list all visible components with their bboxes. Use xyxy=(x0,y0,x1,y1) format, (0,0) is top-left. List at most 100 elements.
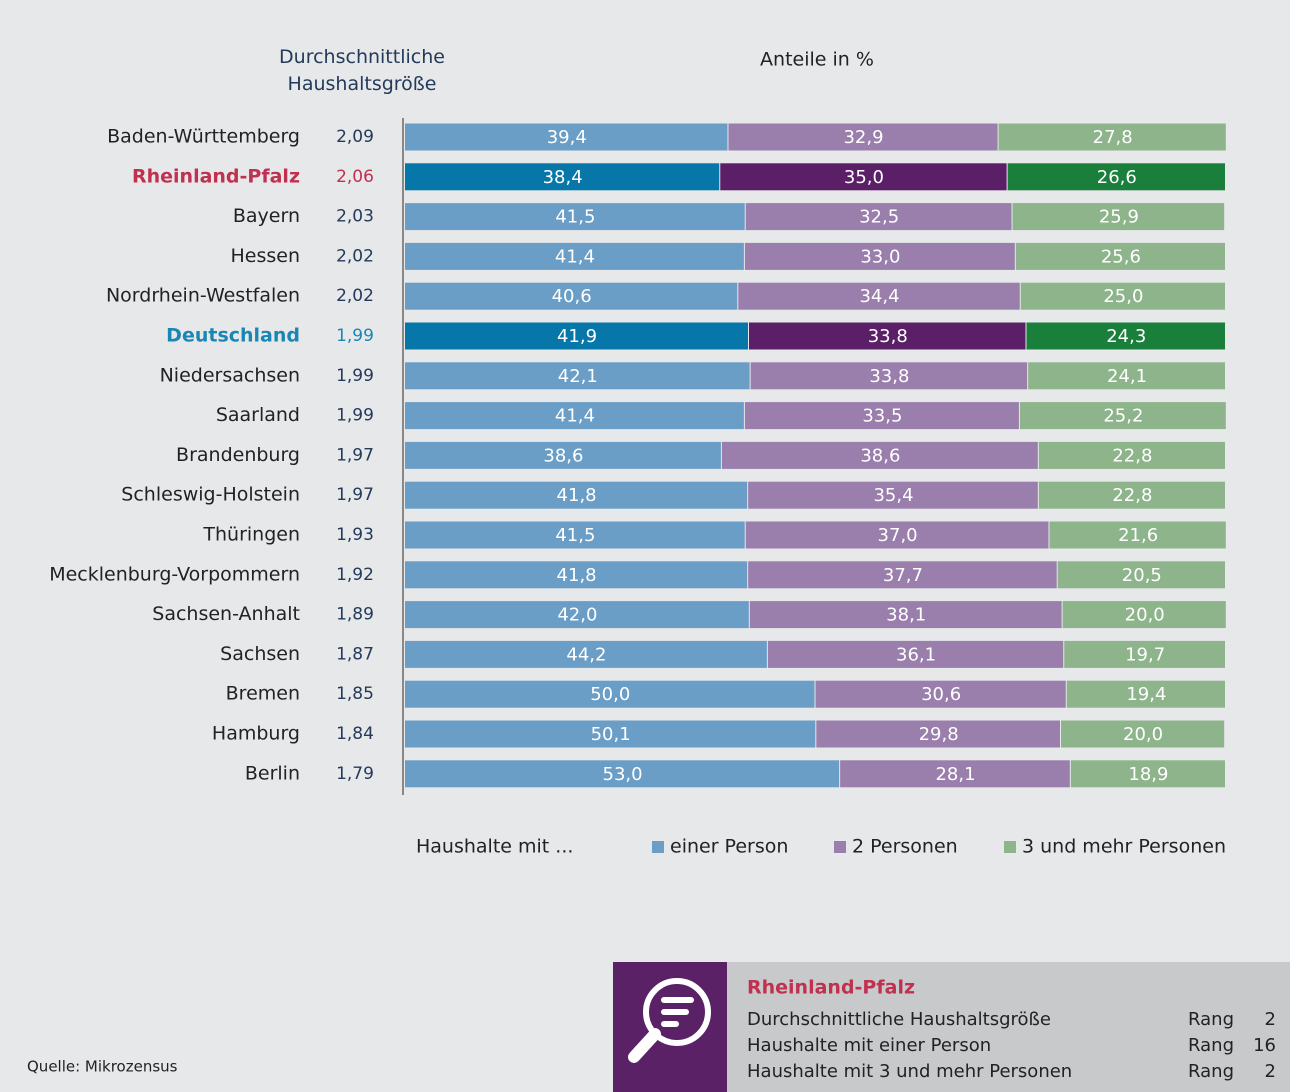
bar-value-label: 42,0 xyxy=(557,605,597,626)
bar-value-label: 33,5 xyxy=(862,406,902,427)
bar-value-label: 25,0 xyxy=(1103,286,1143,307)
bar-segment xyxy=(1057,561,1225,589)
household-size: 1,97 xyxy=(336,485,374,505)
bar-segment xyxy=(405,242,744,270)
info-rank: 2 xyxy=(1265,1009,1276,1030)
bar-value-label: 35,4 xyxy=(873,485,913,506)
bar-segment xyxy=(405,760,840,788)
bar-segment xyxy=(750,362,1028,390)
category-label: Niedersachsen xyxy=(160,364,300,386)
legend-swatch xyxy=(652,841,664,853)
bar-segment xyxy=(748,481,1038,509)
legend-title: Haushalte mit ... xyxy=(416,836,573,858)
bar-value-label: 24,3 xyxy=(1106,326,1146,347)
bar-value-label: 33,8 xyxy=(868,326,908,347)
source: Quelle: Mikrozensus xyxy=(27,1058,178,1076)
bar-segment xyxy=(1019,402,1226,430)
bar-value-label: 50,1 xyxy=(591,724,631,745)
household-size: 2,09 xyxy=(336,127,374,147)
bar-segment xyxy=(1015,242,1225,270)
bar-value-label: 22,8 xyxy=(1112,485,1152,506)
bar-segment xyxy=(815,680,1066,708)
category-label: Bremen xyxy=(226,683,300,705)
info-label: Haushalte mit einer Person xyxy=(747,1035,991,1056)
bar-segment xyxy=(405,640,767,668)
legend-swatch xyxy=(1004,841,1016,853)
bar-segment xyxy=(405,163,720,191)
chart-title: Anteile in % xyxy=(760,49,874,71)
info-label: Durchschnittliche Haushaltsgröße xyxy=(747,1009,1051,1030)
bar-value-label: 25,6 xyxy=(1101,246,1141,267)
bar-segment xyxy=(405,441,721,469)
bar-segment xyxy=(1060,720,1225,748)
info-rank-label: Rang xyxy=(1188,1061,1234,1082)
category-label: Sachsen-Anhalt xyxy=(152,603,300,625)
household-size: 1,93 xyxy=(336,525,374,545)
bar-segment xyxy=(1007,163,1225,191)
bar-segment xyxy=(1049,521,1226,549)
bar-segment xyxy=(1026,322,1225,350)
legend-swatch xyxy=(834,841,846,853)
info-rank-label: Rang xyxy=(1188,1035,1234,1056)
bar-segment xyxy=(405,203,745,231)
household-size: 1,89 xyxy=(336,605,374,625)
bar-segment xyxy=(744,402,1019,430)
bar-segment xyxy=(405,561,748,589)
bar-segment xyxy=(1028,362,1225,390)
category-label: Hamburg xyxy=(212,723,300,745)
bar-value-label: 22,8 xyxy=(1112,445,1152,466)
bar-segment xyxy=(998,123,1226,151)
category-label: Rheinland-Pfalz xyxy=(132,165,300,187)
bar-value-label: 53,0 xyxy=(603,764,643,785)
bar-value-label: 41,5 xyxy=(555,207,595,228)
category-label: Nordrhein-Westfalen xyxy=(106,285,300,307)
bar-segment xyxy=(1070,760,1225,788)
bar-value-label: 24,1 xyxy=(1107,366,1147,387)
bar-value-label: 37,7 xyxy=(883,565,923,586)
bar-segment xyxy=(748,561,1057,589)
legend-label: 2 Personen xyxy=(852,836,958,858)
household-size: 1,99 xyxy=(336,406,374,426)
household-size: 2,02 xyxy=(336,286,374,306)
bar-segment xyxy=(405,362,750,390)
household-size: 1,99 xyxy=(336,366,374,386)
bar-segment xyxy=(738,282,1020,310)
bar-value-label: 41,8 xyxy=(557,485,597,506)
bar-segment xyxy=(405,322,748,350)
bar-value-label: 34,4 xyxy=(859,286,899,307)
bar-value-label: 32,9 xyxy=(843,127,883,148)
bar-value-label: 39,4 xyxy=(547,127,587,148)
category-label: Saarland xyxy=(216,404,300,426)
bar-segment xyxy=(728,123,998,151)
bar-value-label: 42,1 xyxy=(558,366,598,387)
bar-segment xyxy=(744,242,1015,270)
category-label: Sachsen xyxy=(220,643,300,665)
bar-segment xyxy=(745,521,1049,549)
bar-segment xyxy=(1062,601,1226,629)
bar-segment xyxy=(405,601,749,629)
household-size: 1,99 xyxy=(336,326,374,346)
bar-value-label: 20,5 xyxy=(1122,565,1162,586)
household-size: 1,85 xyxy=(336,684,374,704)
category-label: Brandenburg xyxy=(176,444,300,466)
info-rank: 2 xyxy=(1265,1061,1276,1082)
category-label: Schleswig-Holstein xyxy=(121,484,300,506)
bar-value-label: 18,9 xyxy=(1128,764,1168,785)
bar-segment xyxy=(749,601,1062,629)
bar-value-label: 28,1 xyxy=(935,764,975,785)
bar-segment xyxy=(840,760,1070,788)
bar-segment xyxy=(720,163,1007,191)
category-label: Berlin xyxy=(245,762,300,784)
bar-value-label: 20,0 xyxy=(1123,724,1163,745)
household-size: 1,97 xyxy=(336,445,374,465)
bar-segment xyxy=(405,481,748,509)
info-rank-label: Rang xyxy=(1188,1009,1234,1030)
household-size: 1,79 xyxy=(336,764,374,784)
bar-segment xyxy=(1020,282,1225,310)
household-size: 2,03 xyxy=(336,207,374,227)
bar-value-label: 29,8 xyxy=(919,724,959,745)
info-icon xyxy=(628,978,711,1063)
category-label: Hessen xyxy=(230,245,300,267)
bar-segment xyxy=(1064,640,1225,668)
